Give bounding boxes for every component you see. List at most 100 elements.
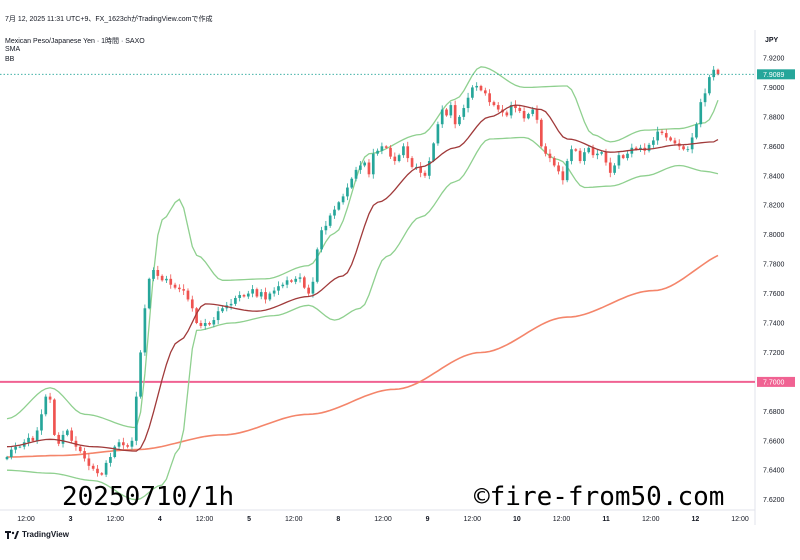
candle-body xyxy=(18,446,22,448)
candle-body xyxy=(410,158,414,167)
price-tick-label: 7.6400 xyxy=(763,468,785,475)
candle-body xyxy=(165,278,168,281)
candle xyxy=(471,85,474,100)
candle-body xyxy=(427,161,431,176)
candle-body xyxy=(591,147,595,156)
candle xyxy=(285,276,289,289)
candle-body xyxy=(268,293,272,300)
time-tick-label: 12:00 xyxy=(285,516,303,523)
candle xyxy=(126,443,129,449)
candle-body xyxy=(634,147,638,150)
bb-lower-path xyxy=(6,136,719,501)
candle xyxy=(117,439,121,450)
candle xyxy=(5,455,9,461)
candle-body xyxy=(285,280,289,285)
candle xyxy=(639,144,642,152)
price-tick-label: 7.6600 xyxy=(763,438,785,445)
candle xyxy=(44,394,48,417)
candle xyxy=(402,143,405,158)
tradingview-logo-text: TradingView xyxy=(22,530,69,539)
candle xyxy=(53,398,56,436)
candle xyxy=(647,142,651,153)
price-tick-label: 7.9000 xyxy=(763,85,785,92)
watermark-date: 20250710/1h xyxy=(62,482,235,512)
candle xyxy=(178,284,181,293)
candle xyxy=(156,265,160,280)
candle-body xyxy=(647,144,651,151)
candle xyxy=(613,163,616,175)
candle xyxy=(65,428,69,437)
symbol-title[interactable]: Mexican Peso/Japanese Yen · 1時間 · SAXO xyxy=(5,38,145,45)
candle-body xyxy=(27,437,30,443)
candle-body xyxy=(91,465,95,469)
candle-body xyxy=(350,178,354,188)
candle xyxy=(561,166,565,185)
candle xyxy=(130,437,134,450)
hline-price-tag xyxy=(757,376,795,387)
candle-body xyxy=(44,396,48,415)
candle xyxy=(509,101,513,119)
candle-body xyxy=(104,462,108,475)
candle xyxy=(139,350,142,399)
candle-body xyxy=(122,442,125,446)
candle-body xyxy=(173,284,177,288)
time-tick-label: 10 xyxy=(513,516,521,523)
candle-body xyxy=(505,112,509,116)
candle-body xyxy=(686,149,690,151)
candle-body xyxy=(626,153,629,159)
candle-body xyxy=(307,287,310,294)
candle xyxy=(27,433,30,447)
bollinger-bands xyxy=(6,66,719,501)
candle xyxy=(570,145,573,165)
candle xyxy=(462,104,466,120)
candle-body xyxy=(600,152,603,154)
candle xyxy=(535,105,539,124)
candle-body xyxy=(78,446,82,452)
candle-body xyxy=(320,230,323,250)
candle-body xyxy=(251,289,254,294)
candle xyxy=(479,84,483,92)
candle xyxy=(242,293,246,298)
candle xyxy=(682,144,685,151)
candle-body xyxy=(346,187,349,197)
candle xyxy=(208,321,211,326)
candle-body xyxy=(134,396,138,441)
candle xyxy=(652,137,655,148)
candle xyxy=(376,148,379,156)
candle xyxy=(147,277,151,310)
price-tick-label: 7.6200 xyxy=(763,497,785,504)
candle-body xyxy=(100,473,104,475)
candle-body xyxy=(255,289,259,297)
tradingview-logo[interactable]: TradingView xyxy=(5,530,69,539)
horizontal-line[interactable]: 7.7000 xyxy=(0,376,795,387)
price-tick-label: 7.8200 xyxy=(763,203,785,210)
candle xyxy=(384,145,388,149)
candle xyxy=(522,107,526,122)
candle-body xyxy=(242,295,246,297)
candle-body xyxy=(190,299,194,309)
candle-body xyxy=(449,105,453,116)
price-tick-label: 7.8600 xyxy=(763,144,785,151)
indicator-sma[interactable]: SMA xyxy=(5,46,21,53)
candle xyxy=(328,213,332,228)
time-tick-label: 12:00 xyxy=(196,516,214,523)
candle xyxy=(419,162,423,178)
candle-body xyxy=(96,468,99,474)
candle-body xyxy=(471,87,474,98)
indicator-bb[interactable]: BB xyxy=(5,56,15,63)
candle-body xyxy=(246,293,250,297)
candle xyxy=(333,205,336,219)
candle-body xyxy=(216,311,220,321)
candle-body xyxy=(9,449,13,457)
candle-body xyxy=(660,131,664,134)
candle-body xyxy=(664,133,668,138)
candle-body xyxy=(488,93,491,103)
candle xyxy=(488,89,491,106)
candle-body xyxy=(466,97,470,109)
candle xyxy=(371,148,375,179)
candle xyxy=(113,445,117,459)
candle xyxy=(315,247,319,284)
candle xyxy=(363,160,366,168)
time-tick-label: 8 xyxy=(336,516,340,523)
